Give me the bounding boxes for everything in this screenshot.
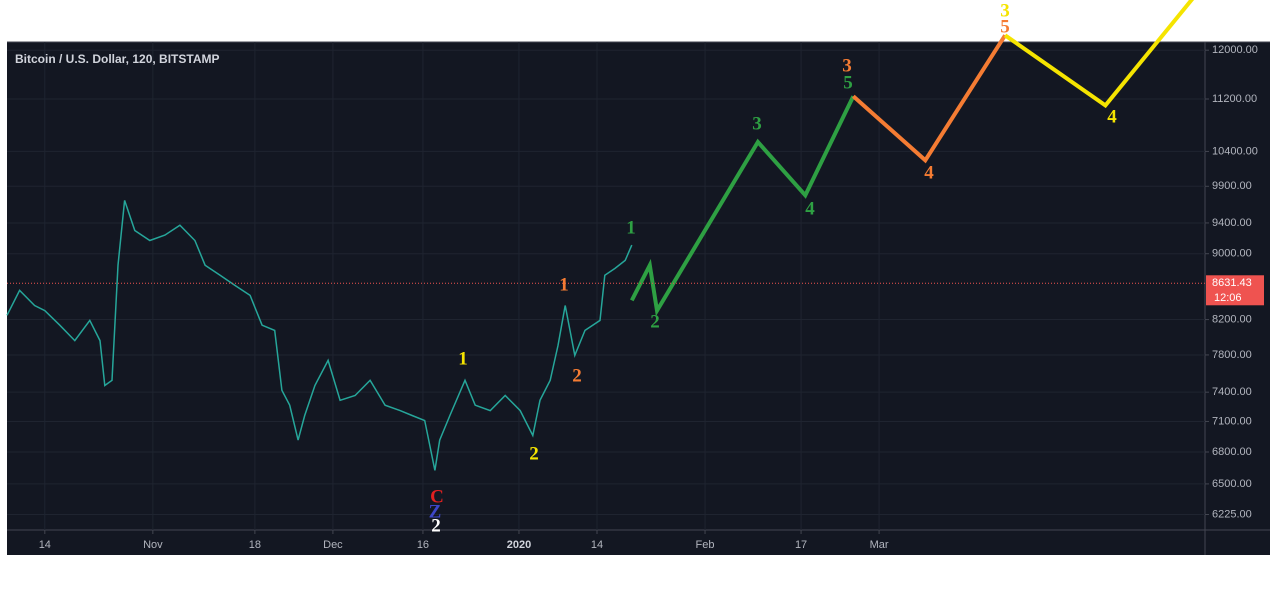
wave-label: Z [429, 501, 442, 522]
plot [6, 0, 1195, 471]
x-tick-label: 18 [249, 539, 261, 551]
wave-label: 2 [650, 311, 660, 332]
grid [7, 42, 1205, 530]
x-tick-label: 14 [39, 539, 51, 551]
wave-label: 5 [1000, 16, 1010, 37]
wave-label: 2 [572, 365, 582, 386]
y-tick-label: 7100.00 [1212, 415, 1252, 427]
y-tick-label: 6500.00 [1212, 478, 1252, 490]
wave-label: 3 [752, 113, 762, 134]
x-tick-label: Nov [143, 539, 163, 551]
y-tick-label: 10400.00 [1212, 145, 1258, 157]
y-tick-label: 9000.00 [1212, 248, 1252, 260]
y-tick-label: 9400.00 [1212, 217, 1252, 229]
last-price-box [1206, 275, 1264, 306]
y-tick-label: 11200.00 [1212, 93, 1257, 105]
price-line [6, 200, 633, 471]
x-tick-label: 14 [591, 539, 603, 551]
y-tick-label: 7400.00 [1212, 386, 1252, 398]
y-tick-label: 6800.00 [1212, 446, 1252, 458]
x-tick-label: Mar [870, 539, 889, 551]
y-tick-label: 9900.00 [1212, 180, 1252, 192]
y-tick-label: 8200.00 [1212, 313, 1252, 325]
x-tick-label: 17 [795, 539, 807, 551]
x-tick-label: Dec [323, 539, 343, 551]
wave-label: 3 [842, 55, 852, 76]
chart-title: Bitcoin / U.S. Dollar, 120, BITSTAMP [15, 52, 219, 66]
wave-projection [630, 95, 856, 317]
x-tick-label: 16 [417, 539, 429, 551]
wave-projection [851, 34, 1007, 164]
wave-label: C [430, 486, 444, 507]
last-price-label: 8631.43 [1212, 277, 1252, 289]
x-tick-label: Feb [696, 539, 715, 551]
wave-label: 3 [1000, 0, 1010, 21]
wave-label: 4 [924, 162, 934, 183]
y-tick-label: 7800.00 [1212, 349, 1252, 361]
x-tick-label: 2020 [507, 539, 531, 551]
wave-label: 4 [1107, 106, 1117, 127]
chart-background [7, 42, 1270, 555]
y-tick-label: 12000.00 [1212, 44, 1258, 56]
wave-projection [1003, 0, 1195, 109]
y-tick-label: 6225.00 [1212, 508, 1252, 520]
wave-label: 1 [626, 217, 636, 238]
wave-label: 2 [431, 515, 441, 536]
wave-label: 5 [843, 72, 853, 93]
wave-label: 1 [458, 348, 468, 369]
wave-label: 2 [529, 443, 539, 464]
countdown-label: 12:06 [1214, 292, 1242, 304]
wave-label: 1 [559, 274, 569, 295]
wave-label: 4 [805, 198, 815, 219]
